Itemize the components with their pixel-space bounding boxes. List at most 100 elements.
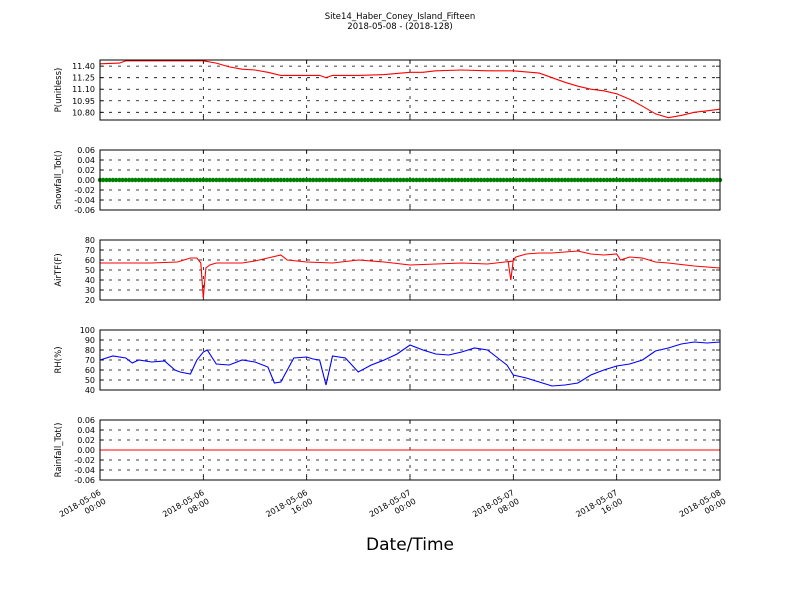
series-marker [608,177,613,183]
y-tick-label: 40 [85,276,95,285]
series-marker [695,177,700,183]
series-marker [398,177,403,183]
series-marker [482,177,487,183]
y-tick-label: 10.95 [72,97,95,106]
y-tick-label: 0.02 [77,166,95,175]
series-marker [343,177,348,183]
series-marker [120,177,125,183]
y-tick-label: -0.02 [74,186,95,195]
panel-frame [99,419,721,481]
series-marker [340,177,345,183]
series-marker [495,177,500,183]
series-marker [643,177,648,183]
series-marker [304,177,309,183]
y-axis-label: P(unitless) [54,68,64,113]
series-marker [281,177,287,183]
series-marker [656,177,661,183]
series-marker [559,177,564,183]
series-marker [488,177,493,183]
series-marker [407,177,413,183]
series-marker [168,177,174,183]
series-marker [646,177,652,183]
series-marker [569,177,574,183]
series-marker [388,177,393,183]
y-tick-label: 10.80 [72,108,95,117]
series-marker [155,177,161,183]
series-marker [453,177,458,183]
series-marker [188,177,193,183]
series-marker [459,177,464,183]
series-marker [391,177,397,183]
panels: 11.40 11.25 11.10 10.95 10.80 P(unitless) 0.06… [54,59,723,485]
series-marker [711,177,716,183]
series-marker [604,177,610,183]
series-marker [446,177,451,183]
series-marker [433,177,438,183]
series-marker [307,177,313,183]
series-marker [575,177,581,183]
series-marker [327,177,332,183]
series-marker [627,177,632,183]
series-marker [404,177,409,183]
series-marker [423,177,429,183]
panel-frame [99,149,721,211]
y-tick-label: 100 [80,326,95,335]
series-marker [650,177,655,183]
series-marker [588,177,593,183]
series-marker [104,177,109,183]
series-marker [314,177,319,183]
series-marker [372,177,377,183]
series-marker [675,177,681,183]
series-marker [611,177,616,183]
series-marker [698,177,703,183]
series-marker [685,177,690,183]
series-marker [249,177,254,183]
chart-title: Site14_Haber_Coney_Island_Fifteen [325,12,476,22]
series-marker [633,177,639,183]
series-line [99,60,721,119]
y-tick-label: -0.06 [74,476,95,485]
series-marker [598,177,603,183]
y-tick-label: 0.06 [77,416,95,425]
series-marker [310,177,316,183]
series-marker [533,177,539,183]
series-marker [669,177,674,183]
series-marker [679,177,684,183]
series-marker [217,177,222,183]
series-marker [501,177,506,183]
series-marker [233,177,238,183]
series-marker [130,177,135,183]
series-marker [708,177,713,183]
series-marker [427,177,432,183]
series-marker [227,177,232,183]
series-marker [333,177,338,183]
series-marker [298,177,303,183]
series-marker [136,177,141,183]
y-tick-label: 30 [85,286,95,295]
series-marker [662,177,668,183]
series-marker [107,177,112,183]
series-marker [239,177,245,183]
series-marker [666,177,671,183]
series-marker [417,177,422,183]
series-marker [178,177,183,183]
series-marker [562,177,568,183]
y-tick-label: 60 [85,366,95,375]
series-marker [139,177,145,183]
series-marker [394,177,400,183]
series-marker [578,177,584,183]
y-tick-label: 11.40 [72,62,95,71]
y-axis-label: RH(%) [54,346,64,373]
series-marker [356,177,361,183]
series-marker [553,177,558,183]
series-marker [498,177,503,183]
series-marker [220,177,225,183]
series-marker [462,177,468,183]
series-marker [411,177,416,183]
